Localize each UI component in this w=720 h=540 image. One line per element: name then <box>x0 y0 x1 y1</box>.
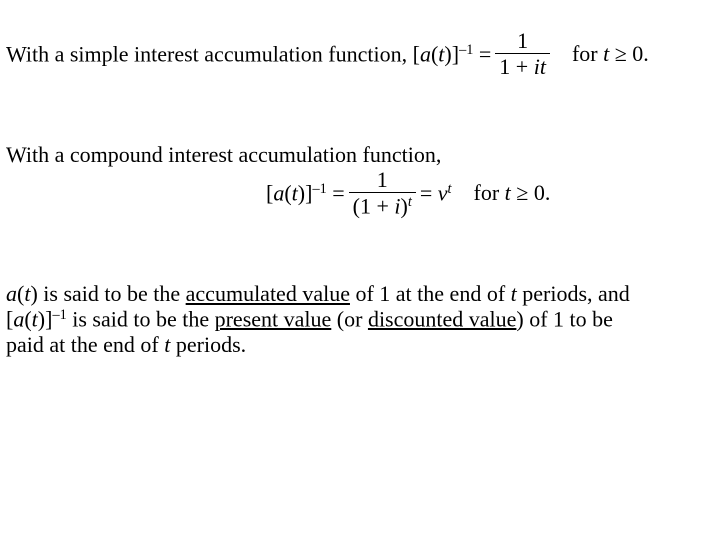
exp-t: t <box>448 181 452 197</box>
exp-minus-1: –1 <box>52 307 66 323</box>
term-accumulated-value: accumulated value <box>186 281 350 306</box>
var-t: t <box>540 54 546 79</box>
text: ) <box>401 194 408 219</box>
text: 1 + <box>499 54 533 79</box>
denominator: (1 + i)t <box>349 192 416 219</box>
var-a: a <box>13 306 24 331</box>
text: (or <box>331 306 368 331</box>
text: periods, and <box>517 281 630 306</box>
text: ) <box>30 281 37 306</box>
compound-interest-formula: [a(t)]–1 = 1 (1 + i)t = νt for t ≥ 0. <box>266 167 714 219</box>
var-nu: ν <box>438 180 448 205</box>
text: ( <box>24 306 31 331</box>
compound-interest-block: With a compound interest accumulation fu… <box>6 142 714 219</box>
definition-line-1: a(t) is said to be the accumulated value… <box>6 281 714 306</box>
text: (1 + <box>353 194 395 219</box>
page: With a simple interest accumulation func… <box>0 0 720 540</box>
simple-interest-line: With a simple interest accumulation func… <box>6 28 714 80</box>
definitions-paragraph: a(t) is said to be the accumulated value… <box>6 281 714 357</box>
exp-t: t <box>408 194 412 210</box>
fraction: 1 1 + it <box>495 28 550 80</box>
term-discounted-value: discounted value <box>368 306 516 331</box>
text: With a simple interest accumulation func… <box>6 41 420 66</box>
var-a: a <box>420 41 431 66</box>
text: of 1 at the end of <box>350 281 511 306</box>
fraction: 1 (1 + i)t <box>349 167 416 219</box>
text: for <box>474 180 505 205</box>
text: ≥ 0. <box>511 180 551 205</box>
numerator: 1 <box>349 167 416 192</box>
text: )] <box>444 41 459 66</box>
equals: = <box>473 41 491 66</box>
definition-line-3: paid at the end of t periods. <box>6 332 714 357</box>
var-a: a <box>6 281 17 306</box>
equals: = <box>420 180 438 205</box>
text: paid at the end of <box>6 332 164 357</box>
numerator: 1 <box>495 28 550 53</box>
text: )] <box>298 180 313 205</box>
text: ( <box>284 180 291 205</box>
exp-minus-1: –1 <box>459 42 473 58</box>
text: for <box>572 41 603 66</box>
exp-minus-1: –1 <box>312 181 326 197</box>
text: ) of 1 to be <box>516 306 613 331</box>
text: is said to be the <box>38 281 186 306</box>
denominator: 1 + it <box>495 53 550 79</box>
text: periods. <box>170 332 246 357</box>
compound-interest-intro: With a compound interest accumulation fu… <box>6 142 714 167</box>
definition-line-2: [a(t)]–1 is said to be the present value… <box>6 306 714 332</box>
text: is said to be the <box>67 306 215 331</box>
equals: = <box>327 180 345 205</box>
text: )] <box>38 306 53 331</box>
var-a: a <box>273 180 284 205</box>
term-present-value: present value <box>215 306 332 331</box>
text: ≥ 0. <box>609 41 649 66</box>
